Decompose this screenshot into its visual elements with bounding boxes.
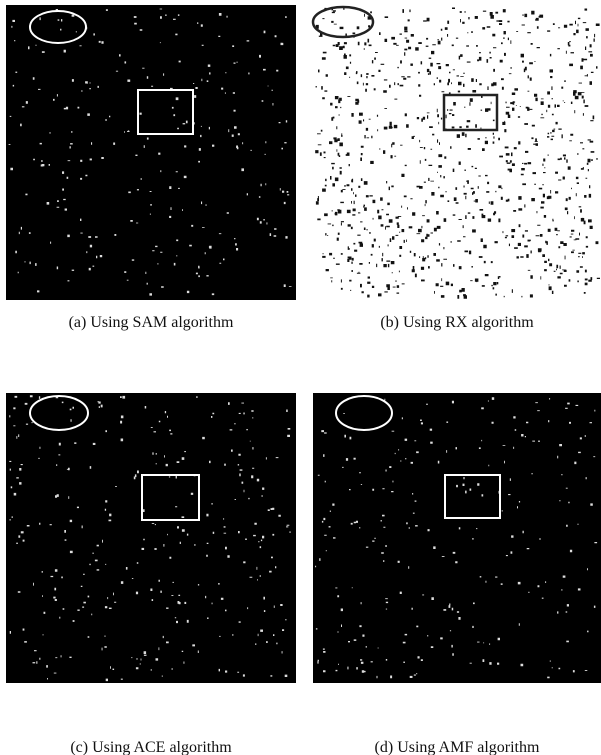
caption: (b) Using RX algorithm	[380, 314, 534, 331]
figure: (a) Using SAM algorithm (b) Using RX alg…	[0, 0, 601, 755]
panel-image-c	[6, 393, 296, 683]
caption: (a) Using SAM algorithm	[69, 314, 234, 331]
panel-image-b	[313, 5, 601, 300]
panel-image-a	[6, 5, 296, 300]
page: (a) Using SAM algorithm (b) Using RX alg…	[0, 0, 601, 755]
caption: (d) Using AMF algorithm	[375, 739, 540, 755]
caption: (c) Using ACE algorithm	[70, 739, 232, 755]
